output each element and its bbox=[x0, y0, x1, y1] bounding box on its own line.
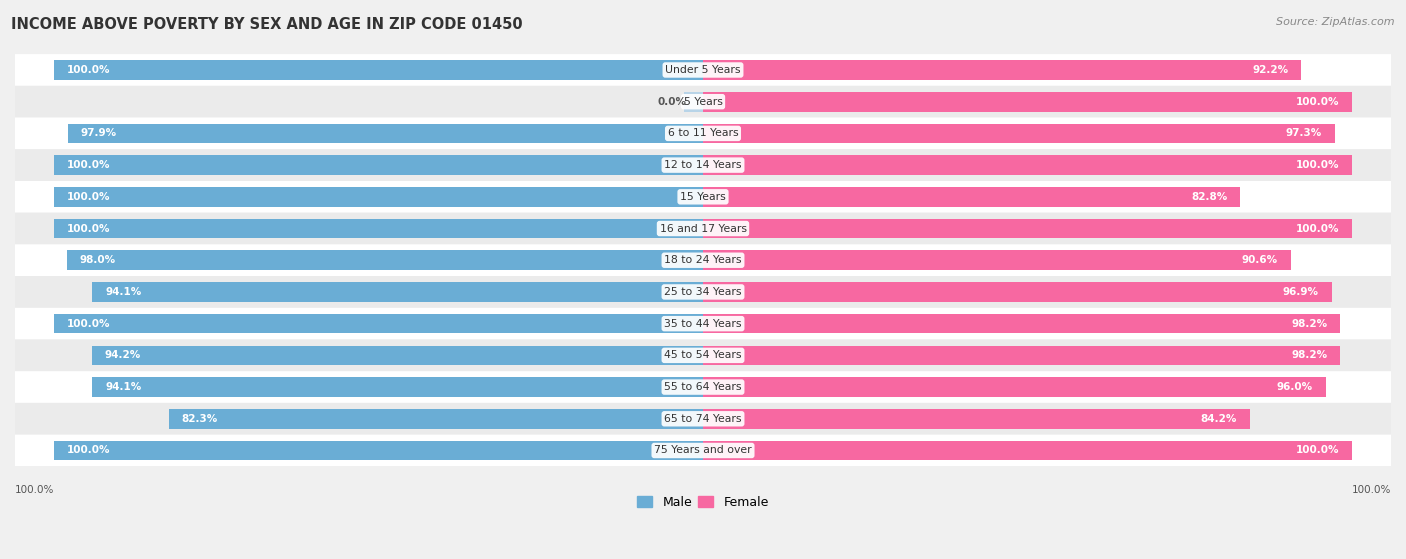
Text: 100.0%: 100.0% bbox=[1351, 485, 1391, 495]
Text: 94.2%: 94.2% bbox=[104, 350, 141, 361]
Bar bbox=[53, 314, 703, 334]
Text: 94.1%: 94.1% bbox=[105, 382, 142, 392]
Text: 98.0%: 98.0% bbox=[80, 255, 117, 265]
Text: 16 and 17 Years: 16 and 17 Years bbox=[659, 224, 747, 234]
Text: 0.0%: 0.0% bbox=[658, 97, 686, 107]
FancyBboxPatch shape bbox=[15, 212, 1391, 244]
FancyBboxPatch shape bbox=[15, 117, 1391, 149]
Text: 100.0%: 100.0% bbox=[67, 192, 111, 202]
Bar bbox=[67, 250, 703, 270]
Bar bbox=[53, 155, 703, 175]
Text: 96.9%: 96.9% bbox=[1282, 287, 1319, 297]
Text: Under 5 Years: Under 5 Years bbox=[665, 65, 741, 75]
Text: 100.0%: 100.0% bbox=[1295, 446, 1339, 456]
Bar bbox=[703, 250, 1291, 270]
FancyBboxPatch shape bbox=[15, 54, 1391, 86]
Text: 100.0%: 100.0% bbox=[1295, 97, 1339, 107]
Text: 65 to 74 Years: 65 to 74 Years bbox=[664, 414, 742, 424]
Text: 84.2%: 84.2% bbox=[1201, 414, 1236, 424]
Bar bbox=[703, 219, 1353, 238]
Text: 5 Years: 5 Years bbox=[683, 97, 723, 107]
FancyBboxPatch shape bbox=[15, 244, 1391, 276]
Text: 25 to 34 Years: 25 to 34 Years bbox=[664, 287, 742, 297]
Bar bbox=[67, 124, 703, 143]
Text: 82.3%: 82.3% bbox=[181, 414, 218, 424]
Bar bbox=[683, 92, 703, 112]
Text: 90.6%: 90.6% bbox=[1241, 255, 1278, 265]
Bar bbox=[53, 440, 703, 460]
FancyBboxPatch shape bbox=[15, 403, 1391, 435]
Bar bbox=[703, 440, 1353, 460]
Bar bbox=[703, 187, 1240, 207]
Bar bbox=[703, 60, 1302, 80]
FancyBboxPatch shape bbox=[15, 339, 1391, 371]
Text: 75 Years and over: 75 Years and over bbox=[654, 446, 752, 456]
Bar bbox=[703, 124, 1334, 143]
Bar bbox=[703, 377, 1326, 397]
Text: 100.0%: 100.0% bbox=[15, 485, 55, 495]
Text: 45 to 54 Years: 45 to 54 Years bbox=[664, 350, 742, 361]
FancyBboxPatch shape bbox=[15, 435, 1391, 466]
Bar bbox=[169, 409, 703, 429]
Text: 35 to 44 Years: 35 to 44 Years bbox=[664, 319, 742, 329]
FancyBboxPatch shape bbox=[15, 308, 1391, 339]
Bar bbox=[703, 155, 1353, 175]
Bar bbox=[53, 187, 703, 207]
Text: 100.0%: 100.0% bbox=[1295, 160, 1339, 170]
Text: 97.3%: 97.3% bbox=[1285, 129, 1322, 139]
Bar bbox=[703, 92, 1353, 112]
Text: 100.0%: 100.0% bbox=[67, 446, 111, 456]
FancyBboxPatch shape bbox=[15, 181, 1391, 212]
Text: 12 to 14 Years: 12 to 14 Years bbox=[664, 160, 742, 170]
Text: 6 to 11 Years: 6 to 11 Years bbox=[668, 129, 738, 139]
Bar bbox=[703, 314, 1340, 334]
Bar bbox=[703, 282, 1331, 302]
Text: 92.2%: 92.2% bbox=[1253, 65, 1288, 75]
Text: 100.0%: 100.0% bbox=[67, 160, 111, 170]
Text: 100.0%: 100.0% bbox=[67, 224, 111, 234]
Text: 98.2%: 98.2% bbox=[1291, 350, 1327, 361]
Text: 94.1%: 94.1% bbox=[105, 287, 142, 297]
Bar bbox=[703, 409, 1250, 429]
Text: 98.2%: 98.2% bbox=[1291, 319, 1327, 329]
Bar bbox=[91, 345, 703, 365]
FancyBboxPatch shape bbox=[15, 86, 1391, 117]
Text: INCOME ABOVE POVERTY BY SEX AND AGE IN ZIP CODE 01450: INCOME ABOVE POVERTY BY SEX AND AGE IN Z… bbox=[11, 17, 523, 32]
Text: 100.0%: 100.0% bbox=[67, 319, 111, 329]
Text: 18 to 24 Years: 18 to 24 Years bbox=[664, 255, 742, 265]
Bar bbox=[93, 282, 703, 302]
Text: 82.8%: 82.8% bbox=[1191, 192, 1227, 202]
Text: 100.0%: 100.0% bbox=[1295, 224, 1339, 234]
Text: 55 to 64 Years: 55 to 64 Years bbox=[664, 382, 742, 392]
Text: 100.0%: 100.0% bbox=[67, 65, 111, 75]
Legend: Male, Female: Male, Female bbox=[633, 491, 773, 514]
Bar bbox=[93, 377, 703, 397]
FancyBboxPatch shape bbox=[15, 371, 1391, 403]
Bar bbox=[703, 345, 1340, 365]
FancyBboxPatch shape bbox=[15, 276, 1391, 308]
Bar bbox=[53, 60, 703, 80]
Text: 97.9%: 97.9% bbox=[80, 129, 117, 139]
Text: 15 Years: 15 Years bbox=[681, 192, 725, 202]
Text: Source: ZipAtlas.com: Source: ZipAtlas.com bbox=[1277, 17, 1395, 27]
Text: 96.0%: 96.0% bbox=[1277, 382, 1313, 392]
FancyBboxPatch shape bbox=[15, 149, 1391, 181]
Bar bbox=[53, 219, 703, 238]
